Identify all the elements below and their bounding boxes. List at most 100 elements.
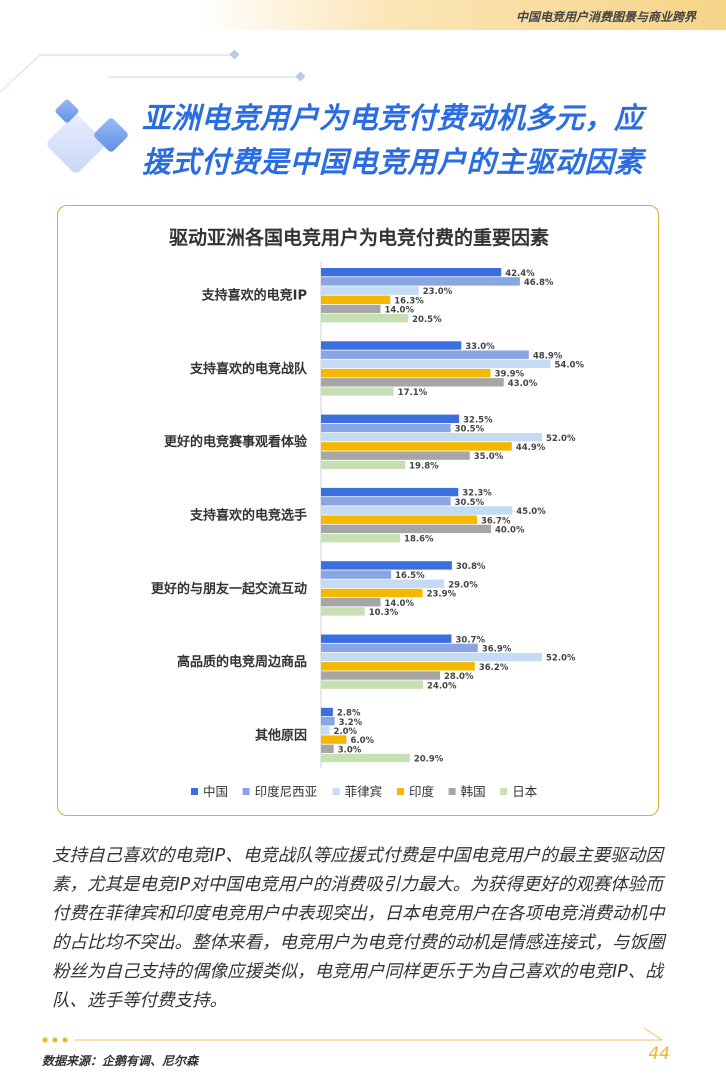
bar xyxy=(321,561,452,570)
data-label: 32.3% xyxy=(462,489,492,499)
data-label: 30.5% xyxy=(455,425,485,435)
data-label: 16.3% xyxy=(394,296,424,306)
bar xyxy=(321,487,459,497)
category-label: 支持喜欢的电竞IP xyxy=(201,288,307,304)
data-label: 46.8% xyxy=(524,278,554,288)
chart-card: 驱动亚洲各国电竞用户为电竞付费的重要因素支持喜欢的电竞IP 42.4% 46.8% 2… xyxy=(57,205,659,816)
bar xyxy=(321,460,406,469)
data-label: 32.5% xyxy=(463,415,493,425)
category-label: 高品质的电竞周边商品 xyxy=(177,654,307,670)
bar xyxy=(321,533,401,543)
category-label: 支持喜欢的电竞选手 xyxy=(189,508,307,524)
data-label: 28.0% xyxy=(444,672,474,682)
data-label: 19.8% xyxy=(409,461,439,471)
legend-swatch xyxy=(500,788,508,795)
bar xyxy=(321,451,470,460)
data-label: 42.4% xyxy=(505,269,535,279)
data-label: 30.5% xyxy=(455,498,485,508)
data-label: 54.0% xyxy=(555,361,585,371)
data-label: 40.0% xyxy=(495,526,525,536)
bar xyxy=(321,506,513,515)
bar xyxy=(321,433,542,442)
bar xyxy=(321,598,381,607)
bar xyxy=(321,744,334,753)
bar xyxy=(321,717,335,726)
data-label: 20.9% xyxy=(414,755,444,765)
category-label: 其他原因 xyxy=(255,727,307,743)
data-label: 6.0% xyxy=(351,736,375,746)
bar xyxy=(321,579,445,588)
bar xyxy=(321,515,477,524)
legend-swatch xyxy=(242,788,250,795)
decorative-lines xyxy=(0,49,306,93)
category-label: 更好的电竞赛事观看体验 xyxy=(164,434,308,450)
page-number: 44 xyxy=(648,1044,670,1064)
legend-label: 菲律宾 xyxy=(345,784,383,799)
legend-label: 印度 xyxy=(409,784,435,799)
chart-title: 驱动亚洲各国电竞用户为电竞付费的重要因素 xyxy=(169,226,549,249)
data-label: 30.8% xyxy=(456,562,486,572)
data-label: 3.0% xyxy=(338,745,362,755)
body-paragraph: 支持自己喜欢的电竞IP、电竞战队等应援式付费是中国电竞用户的最主要驱动因素，尤其… xyxy=(52,846,665,1011)
data-label: 20.5% xyxy=(412,315,442,325)
bar xyxy=(321,680,423,689)
data-label: 17.1% xyxy=(398,388,428,398)
data-label: 14.0% xyxy=(385,599,415,609)
data-label: 44.9% xyxy=(516,443,546,453)
bar xyxy=(321,414,460,423)
legend-label: 印度尼西亚 xyxy=(255,784,318,799)
data-label: 36.9% xyxy=(482,645,512,655)
data-label: 43.0% xyxy=(508,379,538,389)
title-decoration-icon xyxy=(47,99,128,173)
data-label: 48.9% xyxy=(533,351,563,361)
bar xyxy=(321,707,333,717)
bar xyxy=(321,634,452,643)
legend-label: 韩国 xyxy=(461,784,486,799)
bar xyxy=(321,359,551,369)
data-label: 33.0% xyxy=(465,342,495,352)
bar xyxy=(321,341,462,350)
data-label: 45.0% xyxy=(516,507,546,517)
bar xyxy=(321,295,391,304)
legend-swatch xyxy=(397,788,404,795)
data-label: 29.0% xyxy=(448,580,478,590)
bar xyxy=(321,368,491,378)
bar xyxy=(321,387,394,396)
data-label: 30.7% xyxy=(455,635,485,645)
bar xyxy=(321,607,365,616)
bar xyxy=(321,277,520,286)
data-label: 39.9% xyxy=(495,370,525,380)
bar xyxy=(321,304,381,314)
bar xyxy=(321,662,475,671)
data-label: 2.8% xyxy=(337,709,361,719)
legend-swatch xyxy=(332,788,340,795)
data-label: 16.5% xyxy=(395,571,425,581)
bar xyxy=(321,442,512,451)
bar xyxy=(321,350,529,359)
data-label: 18.6% xyxy=(404,535,434,545)
data-label: 35.0% xyxy=(474,452,504,462)
bar xyxy=(321,497,451,506)
bar xyxy=(321,423,451,433)
bar xyxy=(321,268,502,277)
page-title-line-1: 亚洲电竞用户为电竞付费动机多元，应 xyxy=(142,101,644,135)
bar xyxy=(321,671,440,680)
page-title-line-2: 援式付费是中国电竞用户的主驱动因素 xyxy=(142,145,644,179)
footer-dots-icon xyxy=(42,1037,68,1043)
data-label: 14.0% xyxy=(385,306,415,316)
bar xyxy=(321,588,423,598)
bar xyxy=(321,286,419,295)
category-label: 更好的与朋友一起交流互动 xyxy=(151,581,307,597)
legend-swatch xyxy=(191,788,198,795)
category-label: 支持喜欢的电竞战队 xyxy=(189,361,308,377)
legend-label: 中国 xyxy=(203,784,228,799)
header-band xyxy=(200,0,726,30)
data-label: 23.9% xyxy=(427,590,457,600)
page-title: 亚洲电竞用户为电竞付费动机多元，应 援式付费是中国电竞用户的主驱动因素 xyxy=(142,96,702,184)
bar xyxy=(321,314,409,323)
bar xyxy=(321,643,478,653)
data-label: 10.3% xyxy=(369,608,399,618)
data-label: 52.0% xyxy=(546,434,576,444)
bar xyxy=(321,726,330,735)
data-label: 2.0% xyxy=(334,727,358,737)
